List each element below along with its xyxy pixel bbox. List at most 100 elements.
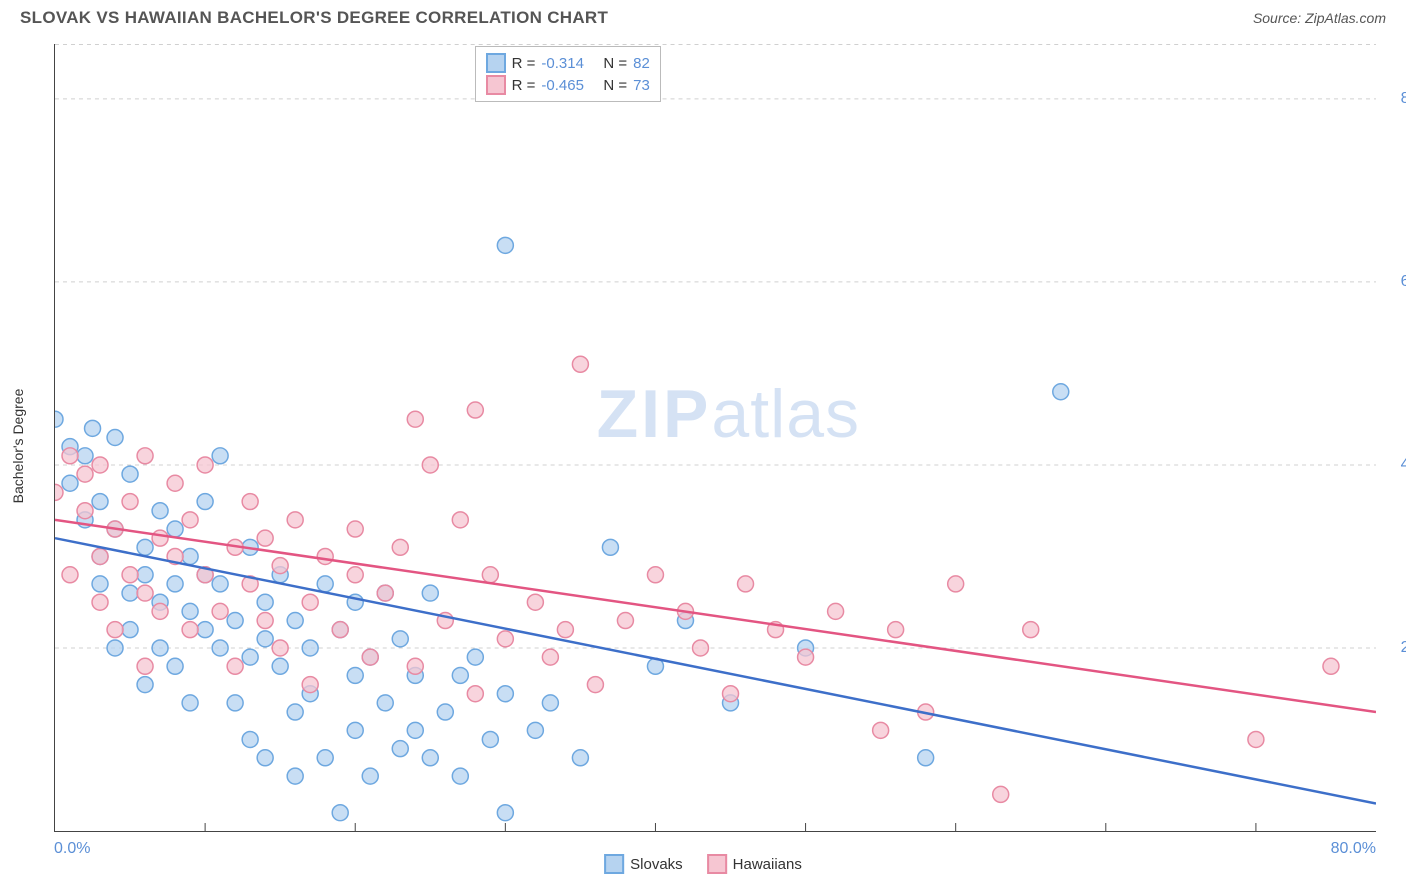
data-point-hawaiians	[227, 658, 243, 674]
data-point-slovaks	[182, 548, 198, 564]
data-point-hawaiians	[137, 585, 153, 601]
correlation-legend: R =-0.314N =82R =-0.465N =73	[475, 46, 661, 102]
data-point-slovaks	[497, 805, 513, 821]
data-point-slovaks	[602, 539, 618, 555]
legend-label: Slovaks	[630, 856, 683, 873]
data-point-hawaiians	[182, 512, 198, 528]
chart-header: SLOVAK VS HAWAIIAN BACHELOR'S DEGREE COR…	[0, 0, 1406, 32]
data-point-hawaiians	[92, 457, 108, 473]
data-point-slovaks	[182, 695, 198, 711]
data-point-slovaks	[392, 631, 408, 647]
data-point-hawaiians	[257, 530, 273, 546]
legend-swatch	[486, 53, 506, 73]
data-point-slovaks	[482, 731, 498, 747]
data-point-hawaiians	[723, 686, 739, 702]
legend-swatch	[707, 854, 727, 874]
data-point-slovaks	[167, 521, 183, 537]
data-point-hawaiians	[692, 640, 708, 656]
data-point-slovaks	[257, 594, 273, 610]
source-attribution: Source: ZipAtlas.com	[1253, 10, 1386, 26]
data-point-slovaks	[152, 640, 168, 656]
data-point-hawaiians	[587, 677, 603, 693]
data-point-slovaks	[167, 658, 183, 674]
y-tick-label: 20.0%	[1401, 639, 1406, 657]
data-point-slovaks	[422, 750, 438, 766]
source-prefix: Source:	[1253, 10, 1305, 26]
y-tick-label: 60.0%	[1401, 273, 1406, 291]
data-point-slovaks	[317, 576, 333, 592]
data-point-slovaks	[137, 539, 153, 555]
data-point-hawaiians	[287, 512, 303, 528]
data-point-slovaks	[422, 585, 438, 601]
data-point-slovaks	[122, 585, 138, 601]
data-point-hawaiians	[467, 402, 483, 418]
data-point-hawaiians	[212, 603, 228, 619]
data-point-hawaiians	[77, 466, 93, 482]
data-point-hawaiians	[107, 622, 123, 638]
data-point-hawaiians	[77, 503, 93, 519]
data-point-slovaks	[377, 695, 393, 711]
data-point-slovaks	[212, 576, 228, 592]
x-origin-label: 0.0%	[54, 840, 90, 858]
data-point-slovaks	[572, 750, 588, 766]
legend-swatch	[486, 75, 506, 95]
data-point-hawaiians	[738, 576, 754, 592]
data-point-slovaks	[107, 640, 123, 656]
r-value: -0.465	[541, 77, 597, 94]
data-point-hawaiians	[422, 457, 438, 473]
data-point-hawaiians	[92, 548, 108, 564]
data-point-slovaks	[347, 722, 363, 738]
data-point-hawaiians	[62, 448, 78, 464]
data-point-hawaiians	[317, 548, 333, 564]
data-point-slovaks	[287, 613, 303, 629]
data-point-hawaiians	[197, 457, 213, 473]
data-point-hawaiians	[993, 786, 1009, 802]
data-point-hawaiians	[572, 356, 588, 372]
data-point-slovaks	[152, 503, 168, 519]
data-point-hawaiians	[407, 658, 423, 674]
data-point-slovaks	[182, 603, 198, 619]
data-point-hawaiians	[272, 640, 288, 656]
data-point-hawaiians	[392, 539, 408, 555]
data-point-slovaks	[542, 695, 558, 711]
data-point-slovaks	[332, 805, 348, 821]
data-point-hawaiians	[888, 622, 904, 638]
n-value: 82	[633, 55, 650, 72]
plot-area: 20.0%40.0%60.0%80.0%ZIPatlas	[54, 44, 1376, 832]
data-point-hawaiians	[647, 567, 663, 583]
data-point-slovaks	[1053, 384, 1069, 400]
data-point-hawaiians	[122, 567, 138, 583]
data-point-hawaiians	[1023, 622, 1039, 638]
data-point-hawaiians	[482, 567, 498, 583]
data-point-hawaiians	[62, 567, 78, 583]
data-point-slovaks	[287, 768, 303, 784]
series-legend: Slovaks Hawaiians	[604, 854, 802, 874]
n-label: N =	[603, 77, 627, 94]
data-point-slovaks	[257, 631, 273, 647]
legend-item: Hawaiians	[707, 854, 802, 874]
trend-line-slovaks	[55, 538, 1376, 803]
data-point-slovaks	[272, 658, 288, 674]
data-point-hawaiians	[122, 494, 138, 510]
data-point-slovaks	[122, 466, 138, 482]
data-point-slovaks	[497, 237, 513, 253]
legend-label: Hawaiians	[733, 856, 802, 873]
data-point-slovaks	[452, 768, 468, 784]
data-point-hawaiians	[1248, 731, 1264, 747]
data-point-slovaks	[452, 667, 468, 683]
data-point-hawaiians	[798, 649, 814, 665]
data-point-hawaiians	[347, 567, 363, 583]
data-point-slovaks	[197, 494, 213, 510]
n-label: N =	[603, 55, 627, 72]
data-point-hawaiians	[55, 484, 63, 500]
data-point-hawaiians	[948, 576, 964, 592]
data-point-hawaiians	[377, 585, 393, 601]
r-label: R =	[512, 77, 536, 94]
data-point-slovaks	[77, 448, 93, 464]
chart-title: SLOVAK VS HAWAIIAN BACHELOR'S DEGREE COR…	[20, 8, 608, 28]
data-point-slovaks	[392, 741, 408, 757]
data-point-slovaks	[55, 411, 63, 427]
data-point-slovaks	[302, 640, 318, 656]
data-point-slovaks	[527, 722, 543, 738]
data-point-hawaiians	[152, 530, 168, 546]
